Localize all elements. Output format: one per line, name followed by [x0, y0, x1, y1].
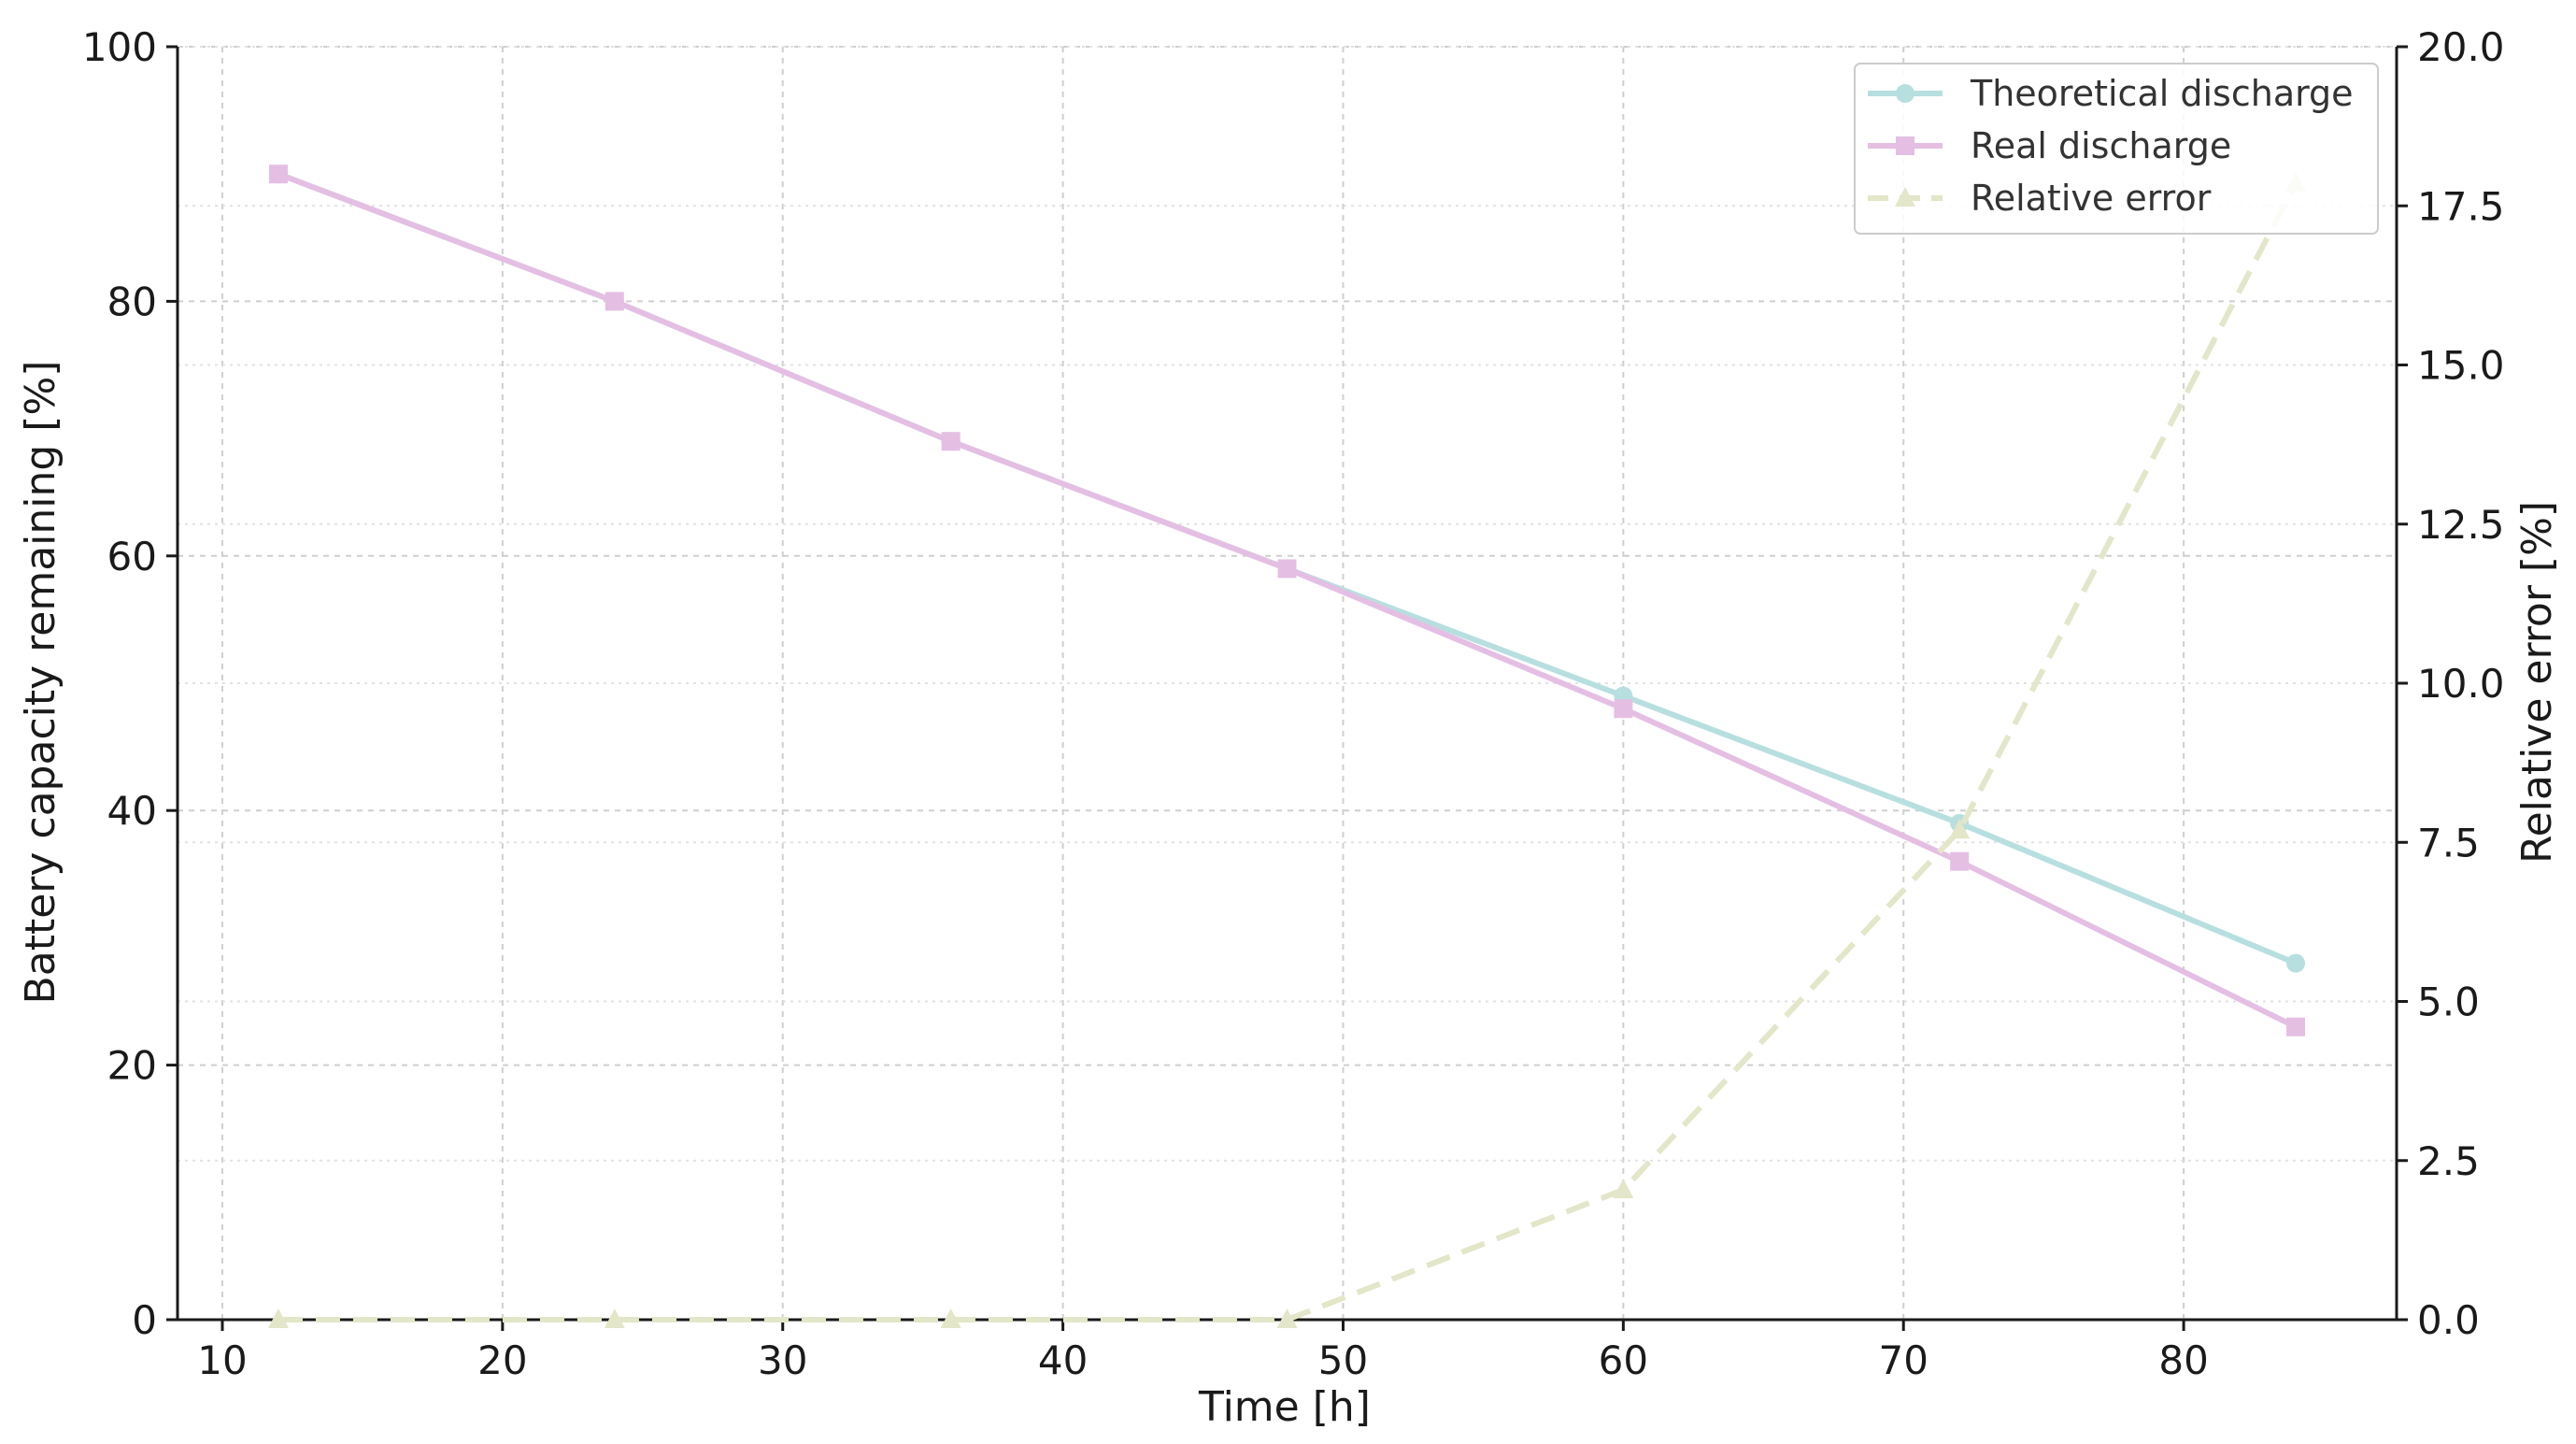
y-tick-label: 80 — [107, 279, 157, 324]
y2-tick-label: 12.5 — [2417, 502, 2505, 548]
series-layer — [267, 164, 2307, 1328]
ticks: 10 20 30 40 50 60 70 80 0 20 40 60 80 100 0.0 2.5 5.0 7.5… — [82, 24, 2505, 1383]
legend-marker — [1895, 187, 1915, 207]
x-tick-label: 50 — [1318, 1337, 1368, 1383]
data-point — [1950, 851, 1970, 871]
y-tick-label: 40 — [107, 788, 157, 834]
legend-label: Theoretical discharge — [1970, 73, 2354, 114]
data-point — [268, 164, 288, 184]
data-point — [1614, 699, 1633, 719]
data-point — [1949, 819, 1971, 839]
legend-label: Real discharge — [1971, 125, 2231, 166]
y2-tick-label: 7.5 — [2417, 820, 2480, 865]
x-tick-label: 20 — [477, 1337, 527, 1383]
legend-label: Relative error — [1971, 178, 2212, 219]
y2-axis-label: Relative error [%] — [2513, 501, 2561, 864]
x-tick-label: 30 — [758, 1337, 807, 1383]
x-tick-label: 10 — [197, 1337, 247, 1383]
x-tick-label: 40 — [1038, 1337, 1088, 1383]
y-tick-label: 60 — [107, 534, 157, 579]
y2-tick-label: 0.0 — [2417, 1297, 2480, 1343]
x-tick-label: 80 — [2158, 1337, 2208, 1383]
data-point — [2286, 953, 2306, 973]
legend-box — [1854, 63, 2379, 235]
legend-item: Real discharge — [1868, 125, 2231, 166]
legend-marker — [1896, 136, 1914, 155]
data-point — [941, 432, 961, 451]
data-point — [605, 292, 624, 311]
y2-tick-label: 5.0 — [2417, 979, 2480, 1025]
y2-tick-label: 10.0 — [2417, 661, 2505, 707]
legend-item: Relative error — [1868, 178, 2212, 219]
x-tick-label: 60 — [1599, 1337, 1648, 1383]
x-axis-label: Time [h] — [1198, 1383, 1371, 1431]
data-point — [2286, 1017, 2306, 1037]
data-point — [267, 1308, 289, 1328]
legend-item: Theoretical discharge — [1868, 73, 2354, 114]
data-point — [1277, 559, 1297, 579]
y2-tick-label: 15.0 — [2417, 343, 2505, 389]
data-point — [940, 1308, 961, 1328]
y2-tick-label: 17.5 — [2417, 183, 2505, 229]
legend: Theoretical discharge Real discharge Relat… — [1854, 63, 2379, 235]
y-tick-label: 20 — [107, 1043, 157, 1089]
legend-marker — [1896, 84, 1914, 103]
y2-tick-label: 20.0 — [2417, 24, 2505, 70]
data-point — [1276, 1308, 1298, 1328]
data-point — [1613, 1179, 1634, 1199]
y-axis-label: Battery capacity remaining [%] — [17, 361, 64, 1005]
y-tick-label: 0 — [132, 1297, 157, 1343]
y-tick-label: 100 — [82, 24, 157, 70]
x-tick-label: 70 — [1878, 1337, 1928, 1383]
y2-tick-label: 2.5 — [2417, 1138, 2480, 1184]
series-real-discharge — [268, 164, 2306, 1037]
data-point — [604, 1308, 625, 1328]
